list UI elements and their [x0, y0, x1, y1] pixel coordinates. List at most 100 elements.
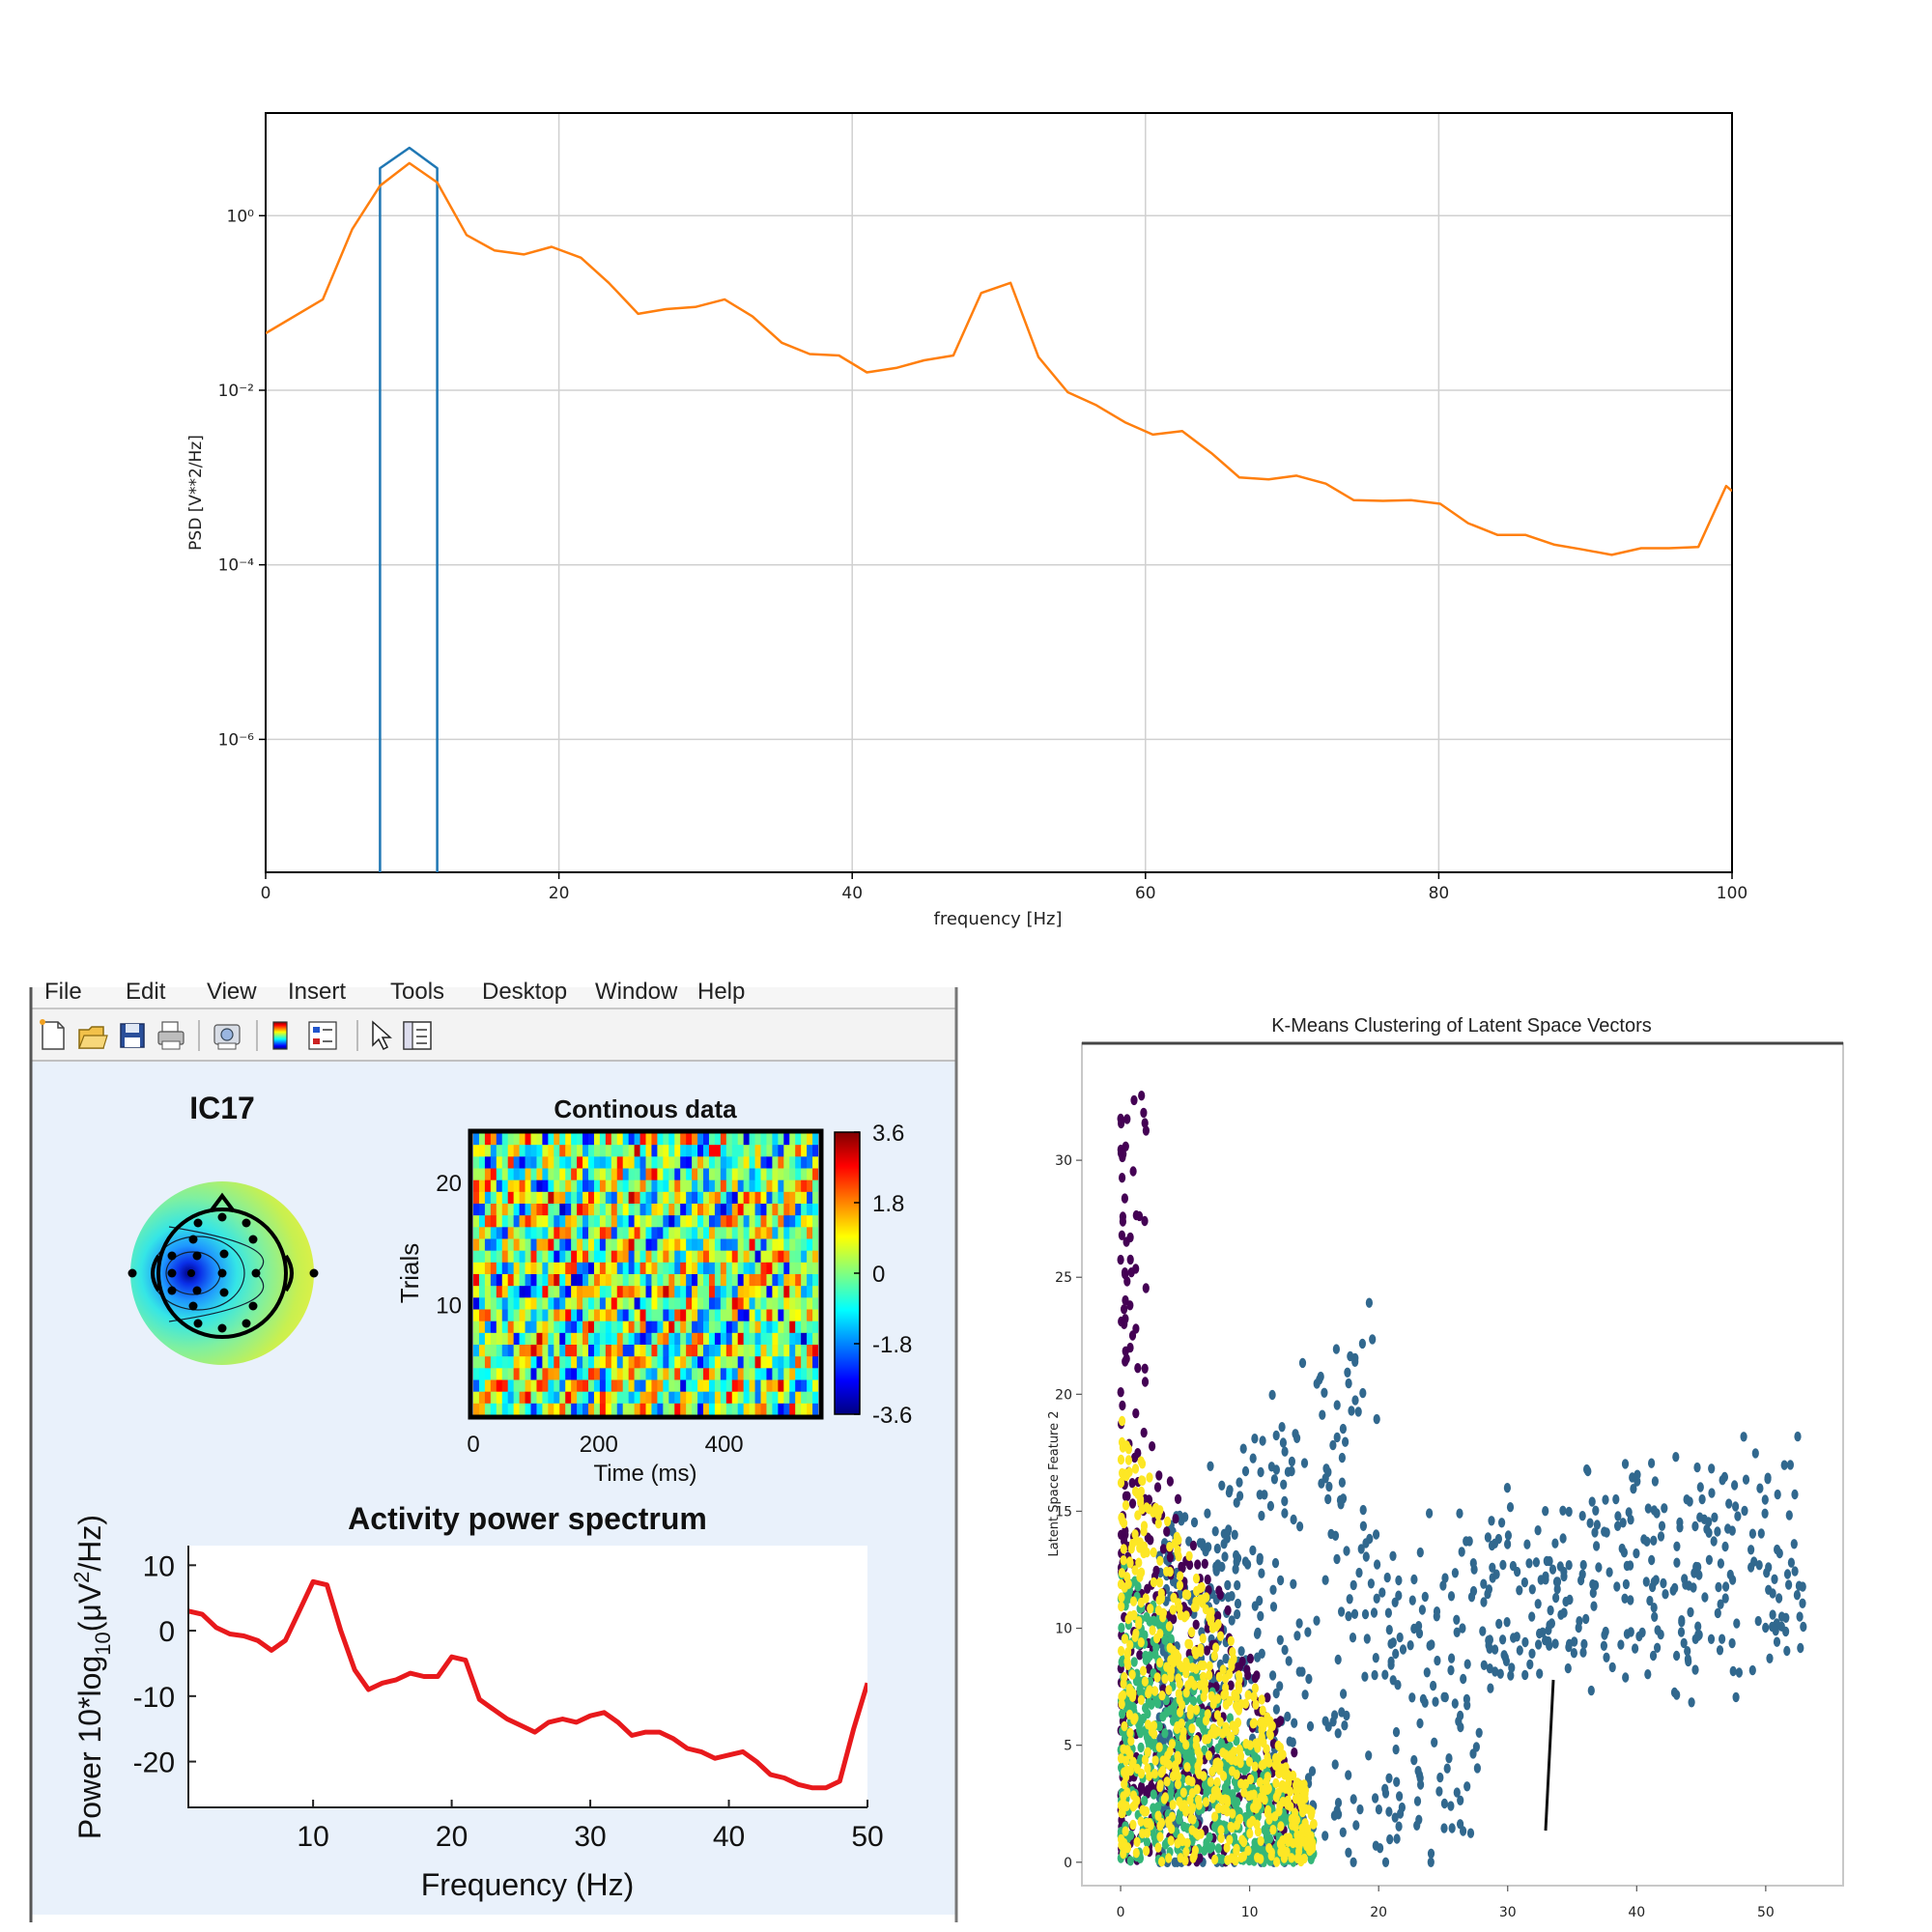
heatmap-cell	[795, 1168, 802, 1181]
heatmap-cell	[639, 1368, 647, 1381]
pointer-icon[interactable]	[372, 1020, 392, 1051]
menu-item-edit[interactable]: Edit	[126, 979, 166, 1005]
heatmap-cell	[737, 1191, 745, 1205]
heatmap-cell	[559, 1309, 566, 1322]
scatter-point	[1202, 1685, 1209, 1695]
heatmap-cell	[571, 1286, 578, 1298]
menu-item-help[interactable]: Help	[697, 979, 745, 1005]
heatmap-cell	[731, 1227, 739, 1240]
scatter-point	[1188, 1662, 1197, 1673]
scatter-point	[1448, 1823, 1456, 1833]
heatmap-cell	[795, 1379, 802, 1393]
scatter-point	[1124, 1614, 1132, 1625]
heatmap-cell	[645, 1286, 653, 1298]
scatter-point	[1589, 1587, 1597, 1599]
scatter-point	[1193, 1784, 1201, 1795]
menu-item-view[interactable]: View	[207, 979, 257, 1005]
scatter-point	[1735, 1667, 1743, 1678]
scatter-point	[1127, 1267, 1135, 1278]
heatmap-cell	[559, 1368, 566, 1381]
heatmap-cell	[772, 1332, 779, 1346]
new-file-icon[interactable]	[40, 1019, 65, 1050]
heatmap-cell	[599, 1356, 607, 1369]
print-preview-icon[interactable]	[213, 1024, 241, 1050]
heatmap-cell	[484, 1133, 492, 1146]
menu-item-window[interactable]: Window	[595, 979, 678, 1005]
scatter-point	[1149, 1441, 1156, 1452]
menu-item-insert[interactable]: Insert	[288, 979, 346, 1005]
heatmap-cell	[593, 1321, 601, 1334]
scatter-point	[1508, 1662, 1516, 1673]
heatmap-cell	[577, 1332, 583, 1346]
heatmap-cell	[657, 1297, 664, 1311]
heatmap-cell	[668, 1215, 675, 1228]
heatmap-cell	[478, 1133, 486, 1146]
scatter-point	[1290, 1578, 1297, 1590]
scatter-point	[1188, 1627, 1196, 1637]
heatmap-cell	[686, 1250, 693, 1264]
scatter-point	[1179, 1563, 1186, 1574]
heatmap-cell	[651, 1286, 658, 1298]
heatmap-cell	[513, 1309, 521, 1322]
heatmap-cell	[525, 1145, 532, 1157]
scatter-point	[1372, 1653, 1379, 1663]
heatmap-cell	[490, 1391, 497, 1405]
menu-item-desktop[interactable]: Desktop	[482, 979, 567, 1005]
heatmap-cell	[657, 1204, 664, 1216]
psd-ytick-label: 10⁻²	[218, 382, 254, 401]
scatter-point	[1393, 1776, 1401, 1787]
scatter-point	[1284, 1800, 1292, 1810]
heatmap-cell	[789, 1215, 796, 1228]
scatter-point	[1134, 1581, 1142, 1592]
heatmap-cell	[703, 1332, 710, 1346]
heatmap-cell	[801, 1250, 808, 1264]
scatter-point	[1223, 1842, 1231, 1853]
heatmap-cell	[789, 1286, 796, 1298]
heatmap-cell	[812, 1238, 818, 1252]
heatmap-cell	[542, 1403, 549, 1415]
menu-item-tools[interactable]: Tools	[390, 979, 444, 1005]
heatmap-cell	[478, 1274, 486, 1287]
property-editor-icon[interactable]	[403, 1021, 432, 1050]
heatmap-cell	[559, 1391, 566, 1405]
heatmap-cell	[571, 1133, 578, 1146]
heatmap-cell	[725, 1368, 733, 1381]
heatmap-cell	[731, 1345, 739, 1357]
heatmap-cell	[801, 1379, 808, 1393]
heatmap-cell	[708, 1156, 716, 1170]
scatter-point	[1276, 1634, 1284, 1646]
scatter-point	[1421, 1591, 1429, 1603]
heatmap-cell	[760, 1403, 768, 1415]
scatter-point	[1180, 1821, 1188, 1833]
heatmap-cell	[490, 1250, 497, 1264]
scatter-point	[1451, 1568, 1459, 1578]
heatmap-cell	[743, 1391, 751, 1405]
heatmap-cell	[478, 1368, 486, 1381]
heatmap-cell	[720, 1403, 727, 1415]
save-icon[interactable]	[120, 1023, 145, 1048]
heatmap-cell	[473, 1297, 480, 1311]
heatmap-cell	[582, 1368, 589, 1381]
scatter-point	[1269, 1602, 1278, 1612]
spectrum-xtick-label: 30	[574, 1821, 606, 1853]
heatmap-cell	[611, 1403, 618, 1415]
legend-icon[interactable]	[308, 1021, 337, 1050]
heatmap-cell	[645, 1156, 653, 1170]
scatter-point	[1363, 1634, 1371, 1644]
open-folder-icon[interactable]	[78, 1026, 108, 1049]
colorbar-icon[interactable]	[272, 1021, 288, 1050]
menu-item-file[interactable]: File	[44, 979, 82, 1005]
heatmap-cell	[714, 1156, 722, 1170]
scatter-point	[1654, 1642, 1662, 1654]
heatmap-cell	[513, 1368, 521, 1381]
print-icon[interactable]	[157, 1021, 185, 1050]
heatmap-cell	[708, 1227, 716, 1240]
scatter-point	[1211, 1811, 1219, 1822]
heatmap-cell	[588, 1133, 595, 1146]
scatter-point	[1127, 1830, 1135, 1841]
scatter-point	[1156, 1779, 1164, 1790]
heatmap-title: Continous data	[554, 1094, 737, 1123]
heatmap-cell	[496, 1332, 503, 1346]
heatmap-cell	[749, 1332, 756, 1346]
scatter-point	[1151, 1686, 1159, 1696]
